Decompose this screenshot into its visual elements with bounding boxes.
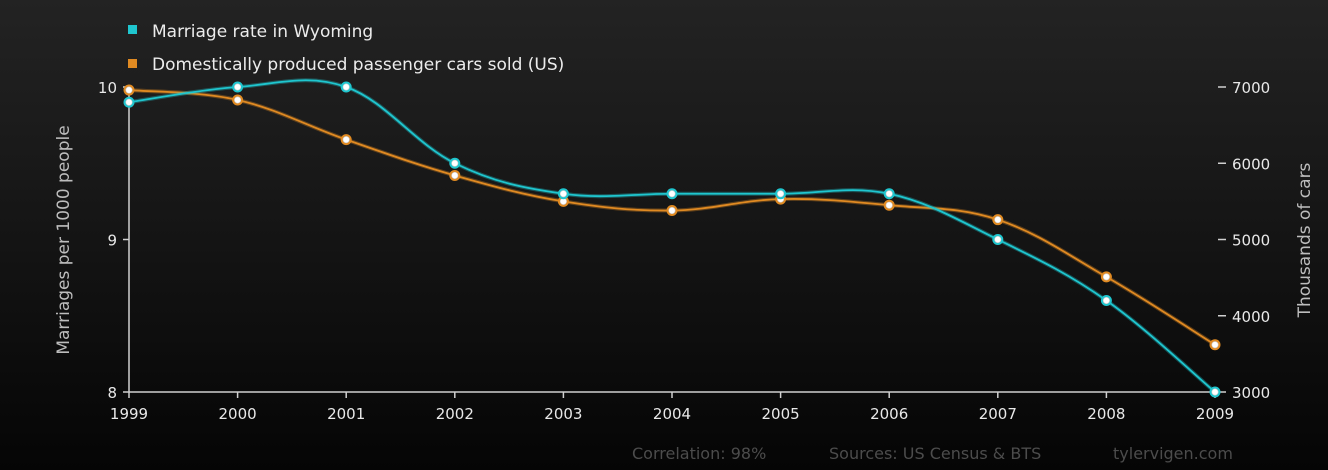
right-axis-title: Thousands of cars xyxy=(1295,162,1315,318)
x-tick-label: 2006 xyxy=(870,405,908,423)
series-cars xyxy=(123,84,1221,351)
footer-sources: Sources: US Census & BTS xyxy=(829,444,1041,463)
right-tick-label: 5000 xyxy=(1232,232,1270,250)
right-tick-label: 6000 xyxy=(1232,155,1270,173)
x-tick-label: 2007 xyxy=(979,405,1017,423)
data-point xyxy=(342,83,350,91)
series-layer xyxy=(123,78,1221,398)
data-point xyxy=(885,201,893,209)
x-tick-label: 2005 xyxy=(762,405,800,423)
data-point xyxy=(994,236,1002,244)
data-point xyxy=(451,171,459,179)
x-axis-ticks: 1999 2000 2001 2002 2003 2004 2005 2006 2007 2008… xyxy=(110,392,1234,423)
x-tick-label: 2003 xyxy=(544,405,582,423)
x-tick-label: 2004 xyxy=(653,405,691,423)
data-point xyxy=(125,86,133,94)
left-tick-label: 9 xyxy=(107,232,117,250)
data-point xyxy=(777,190,785,198)
series-line xyxy=(128,79,1216,393)
x-tick-label: 2002 xyxy=(436,405,474,423)
series-line-shadow xyxy=(128,88,1217,347)
footer-correlation: Correlation: 98% xyxy=(632,444,766,463)
data-point xyxy=(1102,296,1110,304)
x-tick-label: 2009 xyxy=(1196,405,1234,423)
legend: Marriage rate in Wyoming Domestically pr… xyxy=(128,22,564,75)
left-tick-label: 8 xyxy=(107,384,117,402)
data-point xyxy=(342,136,350,144)
left-axis-title: Marriages per 1000 people xyxy=(54,125,74,354)
data-point xyxy=(1211,388,1219,396)
data-point xyxy=(1211,341,1219,349)
right-axis-ticks: 3000 4000 5000 6000 7000 xyxy=(1218,79,1270,402)
right-tick-label: 4000 xyxy=(1232,308,1270,326)
legend-swatch-cars xyxy=(128,59,137,68)
data-point xyxy=(125,98,133,106)
data-point xyxy=(885,190,893,198)
right-tick-label: 3000 xyxy=(1232,384,1270,402)
footer-site: tylervigen.com xyxy=(1113,444,1233,463)
series-marriage xyxy=(123,78,1221,398)
legend-swatch-marriage xyxy=(128,25,137,34)
left-axis-ticks: 8 9 10 xyxy=(98,79,129,402)
data-point xyxy=(668,190,676,198)
x-tick-label: 2001 xyxy=(327,405,365,423)
legend-label-marriage: Marriage rate in Wyoming xyxy=(152,22,373,42)
axes xyxy=(128,87,1215,393)
x-tick-label: 1999 xyxy=(110,405,148,423)
footer: Correlation: 98% Sources: US Census & BT… xyxy=(632,444,1233,463)
series-line-shadow xyxy=(128,78,1217,394)
data-point xyxy=(559,190,567,198)
series-line xyxy=(128,89,1216,346)
data-point xyxy=(234,96,242,104)
x-tick-label: 2000 xyxy=(219,405,257,423)
right-tick-label: 7000 xyxy=(1232,79,1270,97)
x-tick-label: 2008 xyxy=(1087,405,1125,423)
legend-label-cars: Domestically produced passenger cars sol… xyxy=(152,55,564,75)
data-point xyxy=(1102,273,1110,281)
data-point xyxy=(668,207,676,215)
data-point xyxy=(451,159,459,167)
left-tick-label: 10 xyxy=(98,79,117,97)
data-point xyxy=(994,216,1002,224)
data-point xyxy=(234,83,242,91)
